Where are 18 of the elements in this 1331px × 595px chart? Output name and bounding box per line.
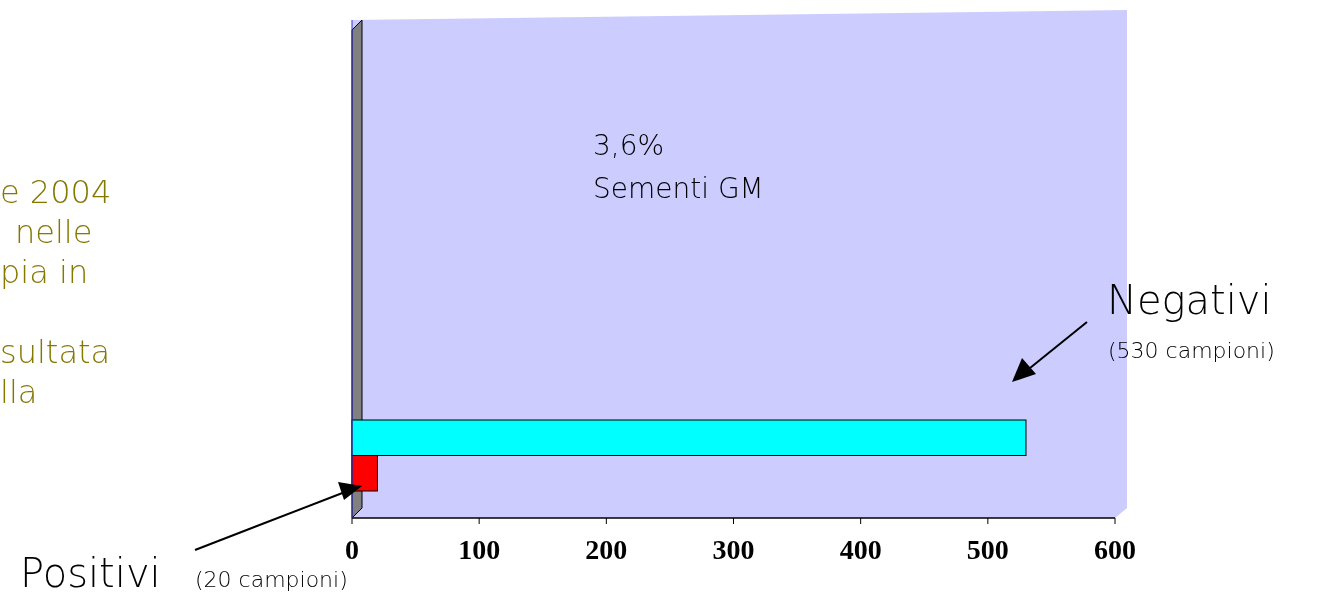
x-tick-label: 200 bbox=[585, 534, 628, 565]
text: Positivi bbox=[20, 550, 161, 595]
text: (20 campioni) bbox=[195, 567, 348, 592]
text: (530 campioni) bbox=[1108, 338, 1275, 363]
x-tick-label: 500 bbox=[966, 534, 1009, 565]
text: Sementi GM bbox=[593, 172, 764, 205]
text: nelle bbox=[15, 213, 93, 251]
x-tick-label: 100 bbox=[458, 534, 501, 565]
x-tick-label: 400 bbox=[839, 534, 882, 565]
x-tick-label: 600 bbox=[1094, 534, 1136, 565]
text: lla bbox=[0, 373, 38, 411]
x-tick-label: 300 bbox=[712, 534, 755, 565]
text: Negativi bbox=[1107, 277, 1272, 323]
text: 3,6% bbox=[593, 129, 665, 162]
text: sultata bbox=[0, 333, 111, 371]
x-tick-label: 0 bbox=[345, 534, 359, 565]
text: e 2004 bbox=[0, 173, 112, 211]
text: pia in bbox=[0, 253, 89, 291]
